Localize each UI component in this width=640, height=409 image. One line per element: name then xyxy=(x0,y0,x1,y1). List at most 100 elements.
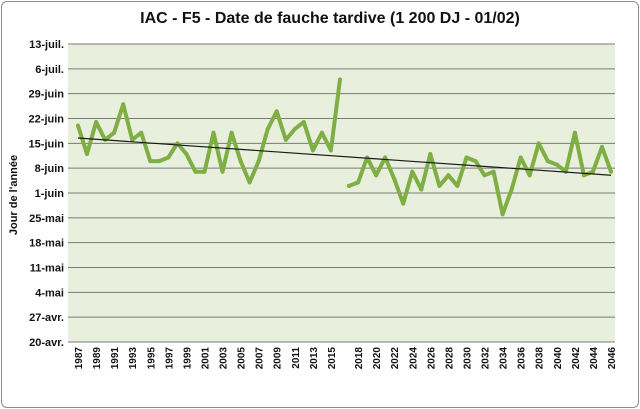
data-point xyxy=(464,155,469,160)
data-point xyxy=(121,102,126,107)
data-point xyxy=(590,169,595,174)
x-tick-label: 1999 xyxy=(182,347,193,370)
data-point xyxy=(256,159,261,164)
data-point xyxy=(383,155,388,160)
data-point xyxy=(166,155,171,160)
data-point xyxy=(76,123,80,128)
data-point xyxy=(518,155,523,160)
data-point xyxy=(527,173,532,178)
y-tick-label: 8-juin xyxy=(35,163,65,175)
y-tick-label: 1-juin xyxy=(35,188,65,200)
data-point xyxy=(374,173,379,178)
data-point xyxy=(139,130,144,135)
data-point xyxy=(112,130,117,135)
data-point xyxy=(247,180,252,185)
data-point xyxy=(581,173,586,178)
y-tick-label: 29-juin xyxy=(29,89,65,101)
data-point xyxy=(94,120,99,125)
data-point xyxy=(545,159,550,164)
y-tick-label: 15-juin xyxy=(29,138,65,150)
trend-line xyxy=(77,137,612,176)
y-tick-label: 27-avr. xyxy=(29,312,64,324)
x-tick-label: 2011 xyxy=(291,347,302,369)
data-point xyxy=(572,130,577,135)
x-tick-label: 1995 xyxy=(146,347,157,370)
x-tick-label: 2028 xyxy=(444,347,455,370)
data-point xyxy=(482,173,487,178)
x-tick-label: 2003 xyxy=(219,347,230,370)
x-tick-label: 1993 xyxy=(128,347,139,370)
x-tick-label: 1989 xyxy=(92,347,103,370)
x-tick-label: 2018 xyxy=(354,347,365,370)
x-tick-label: 2013 xyxy=(309,347,320,370)
data-point xyxy=(193,169,198,174)
series-line xyxy=(347,130,613,217)
x-tick-label: 2005 xyxy=(237,347,248,370)
y-tick-label: 13-juil. xyxy=(29,39,64,51)
chart-title: IAC - F5 - Date de fauche tardive (1 200… xyxy=(140,10,520,27)
data-point xyxy=(337,77,342,82)
x-tick-label: 2038 xyxy=(535,347,546,370)
data-point xyxy=(428,151,433,156)
data-point xyxy=(401,201,406,206)
x-tick-label: 2034 xyxy=(499,347,510,370)
x-tick-label: 2024 xyxy=(408,347,419,370)
x-tick-label: 2032 xyxy=(481,347,492,370)
data-point xyxy=(310,148,315,153)
data-point xyxy=(184,151,189,156)
y-tick-label: 22-juin xyxy=(29,114,65,126)
x-tick-label: 2040 xyxy=(553,347,564,370)
x-tick-label: 2030 xyxy=(462,347,473,370)
data-point xyxy=(509,187,514,192)
data-point xyxy=(157,159,162,164)
x-tick-label: 2009 xyxy=(273,347,284,370)
data-point xyxy=(220,169,225,174)
data-point xyxy=(85,151,90,156)
x-tick-label: 2007 xyxy=(255,347,266,370)
data-point xyxy=(392,176,397,181)
x-tick-label: 1997 xyxy=(164,347,175,370)
data-point xyxy=(356,180,361,185)
data-point xyxy=(609,169,613,174)
data-point xyxy=(455,183,460,188)
y-tick-label: 25-mai xyxy=(29,213,64,225)
x-tick-label: 1991 xyxy=(110,347,121,370)
x-tick-label: 2001 xyxy=(200,347,211,370)
x-tick-label: 2015 xyxy=(327,347,338,370)
x-tick-label: 2026 xyxy=(426,347,437,370)
data-point xyxy=(347,183,352,188)
y-axis-label: Jour de l'année xyxy=(8,155,20,235)
data-point xyxy=(274,109,279,114)
data-point xyxy=(148,159,153,164)
data-point xyxy=(410,169,415,174)
x-tick-label: 2020 xyxy=(372,347,383,370)
data-point xyxy=(301,120,306,125)
y-tick-label: 4-mai xyxy=(35,287,64,299)
data-point xyxy=(554,162,559,167)
data-point xyxy=(446,173,451,178)
data-point xyxy=(328,148,333,153)
data-point xyxy=(319,130,324,135)
data-point xyxy=(292,127,297,132)
x-tick-label: 2044 xyxy=(589,347,600,370)
data-point xyxy=(473,159,478,164)
y-tick-label: 11-mai xyxy=(30,263,64,275)
x-tick-label: 2042 xyxy=(571,347,582,370)
x-tick-label: 2022 xyxy=(390,347,401,370)
x-tick-label: 2036 xyxy=(517,347,528,370)
data-point xyxy=(130,137,135,142)
data-point xyxy=(500,212,505,217)
data-point xyxy=(599,144,604,149)
data-point xyxy=(437,183,442,188)
x-tick-label: 1987 xyxy=(74,347,85,370)
data-point xyxy=(211,130,216,135)
data-point xyxy=(265,127,270,132)
y-tick-label: 18-mai xyxy=(29,238,64,250)
data-point xyxy=(283,137,288,142)
data-point xyxy=(238,159,243,164)
y-tick-label: 6-juil. xyxy=(35,64,64,76)
data-point xyxy=(491,169,496,174)
data-point xyxy=(202,169,207,174)
x-tick-label: 2046 xyxy=(607,347,618,370)
